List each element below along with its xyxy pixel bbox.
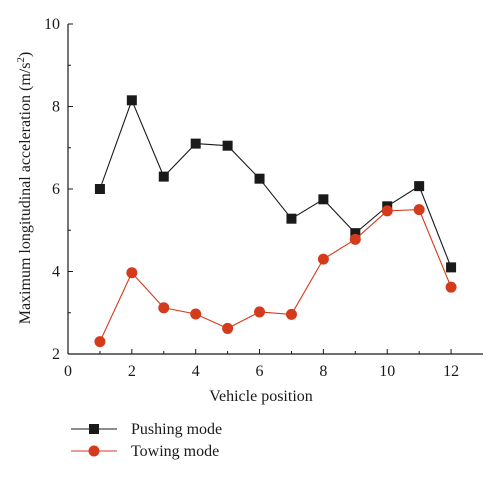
data-point [445,281,457,293]
y-tick-label: 8 [52,99,60,116]
x-axis-title: Vehicle position [209,388,313,405]
legend-label: Towing mode [131,443,219,460]
data-point [254,306,266,318]
series-line [99,209,452,342]
data-point [190,308,202,320]
series-line [99,98,452,268]
data-point [190,138,201,149]
x-tick-label: 2 [128,363,136,380]
y-tick-label: 6 [52,181,60,198]
legend-label: Pushing mode [131,421,222,438]
x-tick-label: 6 [256,363,264,380]
x-tick-label: 8 [319,363,327,380]
data-point [381,205,393,217]
y-tick-label: 2 [52,346,60,363]
legend-item: Towing mode [71,443,219,460]
data-point [158,302,170,314]
data-point [446,262,457,273]
series-1 [94,95,457,273]
data-point [413,204,425,216]
data-point [222,140,233,151]
y-axis-title: Maximum longitudinal acceleration (m/s2) [15,52,34,325]
series-2 [94,204,457,348]
data-point [414,181,425,192]
x-tick-label: 12 [443,363,459,380]
data-point [158,171,169,182]
data-point [222,322,234,334]
y-tick-label: 4 [52,264,60,281]
x-tick-label: 4 [192,363,200,380]
x-tick-label: 0 [64,363,72,380]
legend-marker [89,424,99,434]
legend-marker [88,445,100,457]
data-point [94,336,106,348]
data-point [285,308,297,320]
data-point [126,95,137,106]
data-point [286,213,297,224]
data-point [318,194,329,205]
data-point [254,173,265,184]
data-point [126,267,138,279]
legend-item: Pushing mode [71,421,222,438]
x-tick-label: 10 [379,363,395,380]
data-point [349,233,361,245]
legend: Pushing mode Towing mode [71,421,222,460]
series-layer [94,95,457,348]
data-point [350,228,361,239]
y-tick-label: 10 [44,16,60,33]
data-point [94,184,105,194]
data-point [317,253,329,265]
